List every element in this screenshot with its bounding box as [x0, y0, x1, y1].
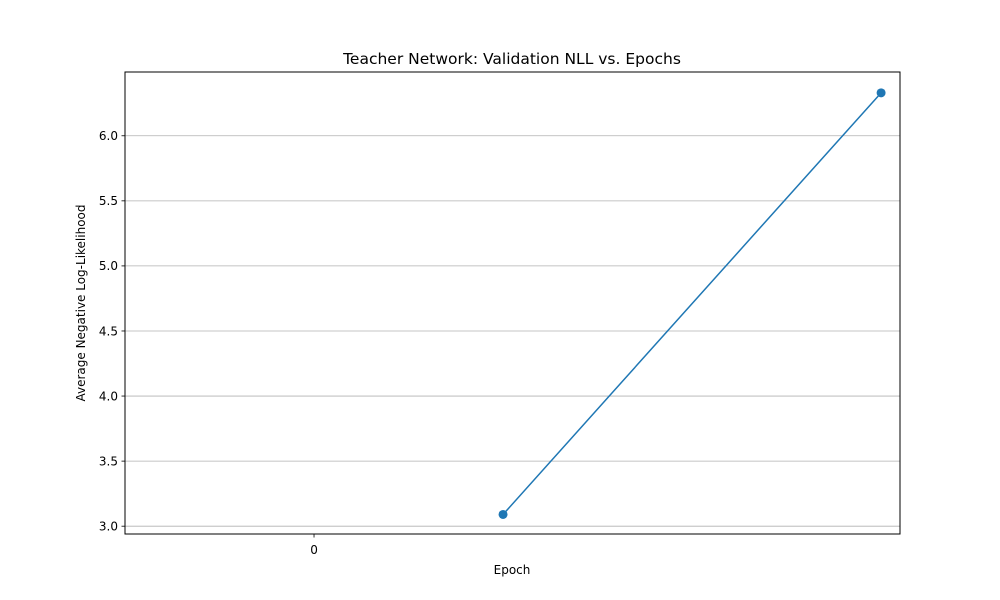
chart-title: Teacher Network: Validation NLL vs. Epoc…	[342, 50, 681, 68]
x-tick-label: 0	[310, 543, 318, 557]
series-line	[502, 92, 882, 515]
plot-frame	[124, 71, 901, 535]
x-axis-label: Epoch	[494, 563, 531, 577]
gridlines	[125, 135, 900, 527]
ticks: 3.0 3.5 4.0 4.5 5.0 5.5 6.0 0	[99, 129, 318, 557]
data-point	[498, 509, 508, 519]
data-point	[876, 88, 886, 98]
y-axis-label: Average Negative Log-Likelihood	[74, 204, 88, 401]
series-layer	[498, 88, 886, 519]
y-tick-label: 3.5	[99, 454, 118, 468]
y-tick-label: 3.0	[99, 519, 118, 533]
y-tick-label: 6.0	[99, 129, 118, 143]
y-tick-label: 4.0	[99, 389, 118, 403]
y-tick-label: 5.5	[99, 194, 118, 208]
y-tick-label: 5.0	[99, 259, 118, 273]
y-tick-label: 4.5	[99, 324, 118, 338]
